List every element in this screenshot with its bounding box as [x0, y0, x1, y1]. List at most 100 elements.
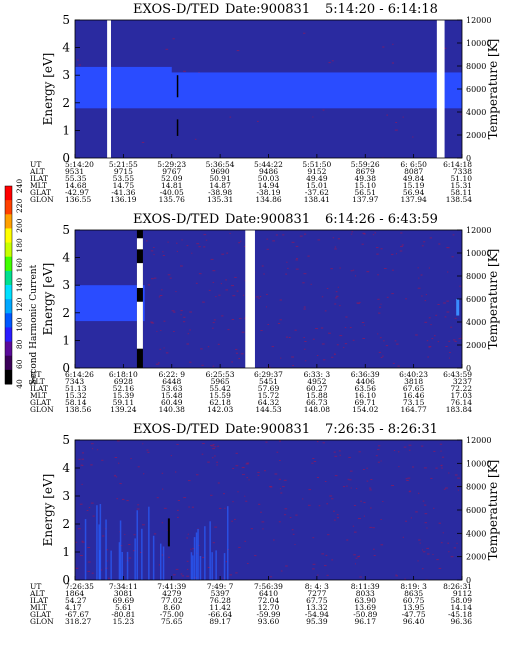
- noise-speckle: [212, 322, 215, 324]
- y-axis-label-right: Temperature [K]: [486, 39, 500, 140]
- stats-cell: 8:11:39: [351, 582, 380, 591]
- y-tick-label-left: 2: [62, 517, 70, 531]
- noise-speckle: [337, 238, 340, 240]
- stats-cell: 9715: [114, 167, 133, 176]
- stats-cell: 5:59:26: [351, 160, 380, 169]
- noise-speckle: [427, 356, 429, 358]
- stats-cell: 137.94: [401, 195, 427, 204]
- emission-streak: [204, 526, 206, 580]
- noise-speckle: [255, 296, 259, 298]
- noise-speckle: [92, 515, 95, 517]
- noise-speckle: [438, 243, 441, 245]
- noise-speckle: [282, 486, 285, 488]
- emission-streak: [136, 510, 138, 580]
- noise-speckle: [370, 479, 373, 480]
- noise-speckle: [233, 518, 236, 520]
- noise-speckle: [328, 62, 331, 64]
- noise-speckle: [457, 489, 459, 491]
- data-gap: [436, 20, 445, 158]
- stats-cell: -66.64: [208, 610, 232, 619]
- noise-speckle: [334, 248, 337, 250]
- noise-speckle: [188, 506, 190, 508]
- noise-speckle: [272, 240, 275, 242]
- stats-cell: 13.95: [403, 603, 425, 612]
- noise-speckle: [81, 483, 83, 485]
- noise-speckle: [366, 271, 370, 273]
- stats-row-label: UT: [30, 160, 41, 169]
- noise-speckle: [163, 320, 166, 322]
- stats-cell: 77.02: [161, 596, 183, 605]
- noise-speckle: [262, 528, 264, 530]
- y-tick-label-left: 1: [62, 545, 70, 559]
- noise-speckle: [156, 330, 158, 332]
- noise-speckle: [427, 553, 430, 555]
- noise-speckle: [363, 233, 366, 235]
- emission-streak: [99, 504, 102, 580]
- y-tick-label-right: 4000: [466, 108, 486, 117]
- noise-speckle: [363, 324, 365, 326]
- noise-speckle: [266, 238, 269, 240]
- emission-band: [75, 285, 145, 322]
- data-gap: [107, 20, 111, 158]
- noise-speckle: [363, 502, 366, 504]
- noise-speckle: [80, 464, 83, 466]
- noise-speckle: [396, 253, 397, 255]
- noise-speckle: [292, 533, 295, 535]
- stats-cell: 11.42: [209, 603, 231, 612]
- noise-speckle: [400, 232, 403, 234]
- emission-streak: [190, 552, 193, 580]
- stats-row-label: GLAT: [30, 610, 51, 619]
- noise-speckle: [348, 456, 351, 458]
- emission-streak: [193, 537, 196, 580]
- noise-speckle: [254, 555, 257, 557]
- noise-speckle: [279, 299, 282, 301]
- noise-speckle: [165, 48, 169, 50]
- noise-speckle: [162, 255, 165, 256]
- emission-streak: [215, 550, 217, 580]
- noise-speckle: [304, 233, 307, 235]
- emission-streak: [148, 506, 150, 580]
- noise-speckle: [280, 492, 283, 494]
- stats-row-label: UT: [30, 582, 41, 591]
- noise-speckle: [212, 457, 214, 459]
- noise-speckle: [354, 275, 357, 277]
- stats-row-label: ALT: [29, 167, 45, 176]
- stats-cell: 58.11: [451, 188, 472, 197]
- noise-speckle: [229, 574, 232, 576]
- noise-speckle: [175, 568, 179, 570]
- noise-speckle: [137, 504, 140, 506]
- noise-speckle: [377, 274, 379, 276]
- stats-cell: 5.61: [115, 603, 132, 612]
- noise-speckle: [241, 467, 245, 469]
- noise-speckle: [224, 507, 226, 509]
- noise-speckle: [170, 455, 172, 457]
- colorbar-tick-label: 80: [15, 339, 24, 349]
- y-tick-label-right: 10000: [466, 249, 491, 258]
- noise-speckle: [448, 551, 450, 553]
- stats-cell: 49.84: [403, 174, 425, 183]
- dropout-segment: [136, 263, 143, 288]
- noise-speckle: [214, 526, 218, 528]
- noise-speckle: [250, 528, 253, 530]
- stats-cell: 15.48: [161, 391, 183, 400]
- noise-speckle: [350, 487, 352, 489]
- y-axis-label-right: Temperature [K]: [486, 249, 500, 350]
- noise-speckle: [291, 529, 294, 531]
- noise-speckle: [151, 322, 155, 324]
- noise-speckle: [419, 542, 421, 544]
- noise-speckle: [369, 526, 372, 528]
- noise-speckle: [338, 450, 341, 452]
- stats-cell: 69.71: [355, 398, 376, 407]
- stats-cell: 5397: [211, 589, 230, 598]
- emission-streak: [118, 542, 121, 580]
- noise-speckle: [350, 233, 353, 235]
- stats-cell: 7:34:11: [109, 582, 138, 591]
- noise-speckle: [212, 281, 215, 283]
- noise-speckle: [358, 451, 361, 453]
- noise-speckle: [212, 542, 215, 544]
- noise-speckle: [437, 341, 440, 343]
- y-tick-label-left: 2: [62, 96, 70, 110]
- dropout-segment: [136, 238, 143, 250]
- stats-cell: 52.09: [161, 174, 183, 183]
- noise-speckle: [402, 116, 404, 118]
